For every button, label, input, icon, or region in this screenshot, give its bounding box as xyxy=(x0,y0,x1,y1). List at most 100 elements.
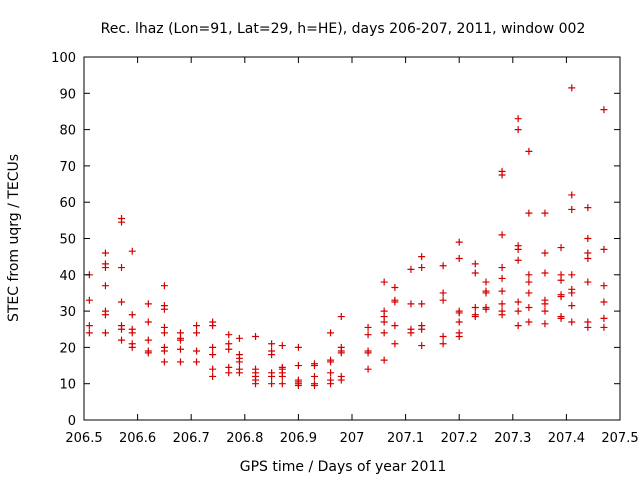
data-point xyxy=(418,342,426,350)
x-tick-label: 207.1 xyxy=(387,431,424,446)
data-point xyxy=(268,351,276,359)
data-point xyxy=(209,351,217,359)
data-point xyxy=(471,313,479,321)
y-tick-label: 0 xyxy=(68,414,76,429)
data-point xyxy=(525,147,533,155)
data-point xyxy=(337,349,345,357)
data-point xyxy=(514,256,522,264)
data-point xyxy=(160,347,168,355)
data-point xyxy=(568,191,576,199)
data-point xyxy=(391,322,399,330)
data-point xyxy=(160,358,168,366)
data-point xyxy=(128,343,136,351)
data-point xyxy=(568,302,576,310)
x-tick-label: 207.4 xyxy=(548,431,585,446)
data-point xyxy=(514,298,522,306)
data-point xyxy=(600,323,608,331)
data-point xyxy=(85,322,93,330)
data-point xyxy=(252,380,260,388)
data-point xyxy=(128,247,136,255)
data-point xyxy=(600,282,608,290)
data-point xyxy=(418,253,426,261)
data-point xyxy=(439,262,447,270)
data-point xyxy=(600,298,608,306)
data-point xyxy=(439,333,447,341)
data-point xyxy=(193,329,201,337)
data-point xyxy=(498,171,506,179)
data-point xyxy=(337,313,345,321)
data-point xyxy=(455,333,463,341)
data-point xyxy=(310,382,318,390)
x-tick-label: 207.2 xyxy=(441,431,478,446)
data-point xyxy=(584,235,592,242)
data-point xyxy=(144,336,152,344)
data-point xyxy=(160,329,168,337)
data-point xyxy=(498,231,506,239)
data-point xyxy=(337,376,345,384)
data-point xyxy=(498,287,506,295)
data-point xyxy=(525,289,533,297)
data-point xyxy=(294,382,302,390)
data-point xyxy=(118,298,126,306)
data-point xyxy=(101,264,109,272)
x-tick-label: 206.8 xyxy=(226,431,263,446)
y-axis-label: STEC from uqrg / TECUs xyxy=(6,154,22,322)
y-tick-label: 50 xyxy=(59,233,76,248)
data-point xyxy=(118,218,126,226)
x-axis-label: GPS time / Days of year 2011 xyxy=(240,459,447,475)
data-point xyxy=(380,278,388,286)
data-point xyxy=(455,254,463,262)
data-point xyxy=(498,311,506,319)
data-point xyxy=(364,331,372,339)
chart-title: Rec. lhaz (Lon=91, Lat=29, h=HE), days 2… xyxy=(101,21,586,37)
data-point xyxy=(193,347,201,355)
data-point xyxy=(144,349,152,357)
data-point xyxy=(418,300,426,308)
y-axis-ticks: 0 10 20 30 40 50 60 70 80 90 100 xyxy=(51,51,620,429)
data-point xyxy=(568,271,576,279)
data-point xyxy=(482,289,490,297)
data-point xyxy=(407,329,415,337)
data-point xyxy=(364,365,372,373)
y-tick-label: 90 xyxy=(59,87,76,102)
data-point xyxy=(557,244,565,252)
data-point xyxy=(118,325,126,333)
data-point xyxy=(600,245,608,253)
data-point xyxy=(101,311,109,319)
x-axis-ticks: 206.5 206.6 206.7 206.8 206.9 207 207.1 207.2 20… xyxy=(65,57,639,446)
data-point xyxy=(101,329,109,337)
data-point xyxy=(471,260,479,268)
data-point xyxy=(568,84,576,92)
data-points xyxy=(85,84,608,390)
data-point xyxy=(327,358,335,366)
data-point xyxy=(568,205,576,213)
data-point xyxy=(439,340,447,348)
data-point xyxy=(294,362,302,370)
data-point xyxy=(310,372,318,380)
data-point xyxy=(380,356,388,364)
data-point xyxy=(498,274,506,282)
data-point xyxy=(498,264,506,272)
x-tick-label: 206.5 xyxy=(65,431,102,446)
data-point xyxy=(525,271,533,279)
data-point xyxy=(600,314,608,322)
data-point xyxy=(85,296,93,304)
data-point xyxy=(225,345,233,353)
data-point xyxy=(600,106,608,114)
x-tick-label: 206.6 xyxy=(119,431,156,446)
data-point xyxy=(407,265,415,273)
y-tick-label: 10 xyxy=(59,378,76,393)
data-point xyxy=(294,343,302,351)
data-point xyxy=(568,318,576,326)
data-point xyxy=(380,329,388,337)
data-point xyxy=(525,303,533,311)
data-point xyxy=(482,305,490,313)
data-point xyxy=(252,333,260,341)
data-point xyxy=(514,322,522,330)
data-point xyxy=(514,126,522,134)
data-point xyxy=(439,296,447,304)
data-point xyxy=(391,340,399,348)
x-tick-label: 206.9 xyxy=(280,431,317,446)
data-point xyxy=(471,269,479,277)
